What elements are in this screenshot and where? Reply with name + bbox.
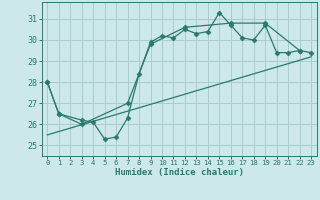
X-axis label: Humidex (Indice chaleur): Humidex (Indice chaleur)	[115, 168, 244, 177]
